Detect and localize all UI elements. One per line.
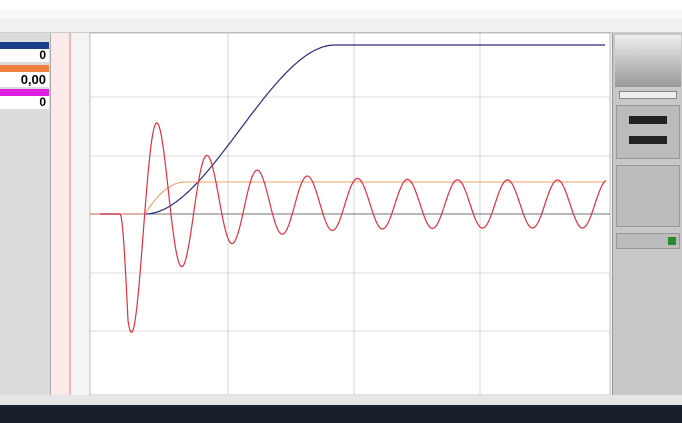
display-1[interactable]: 0 <box>0 42 49 62</box>
button[interactable] <box>619 91 677 99</box>
display-value: 0,00 <box>0 72 49 87</box>
blue-curve <box>90 44 605 215</box>
display-2[interactable]: 0,00 <box>0 65 49 87</box>
axis <box>71 33 90 395</box>
start-group[interactable] <box>616 233 680 249</box>
toolbar[interactable] <box>0 19 682 33</box>
control-group <box>616 165 680 227</box>
display-value: 0 <box>0 96 49 109</box>
orange-curve <box>90 181 605 215</box>
side-panel <box>612 33 682 403</box>
display-3[interactable]: 0 <box>0 89 49 109</box>
status-bar <box>0 395 682 405</box>
display-value: 0 <box>0 49 49 62</box>
title-bar <box>0 0 682 10</box>
red-axis <box>51 33 71 395</box>
taskbar[interactable] <box>0 405 682 423</box>
settings-group <box>616 105 680 159</box>
menu-bar[interactable] <box>0 10 682 19</box>
device-image <box>615 35 681 87</box>
red-curve <box>100 122 607 333</box>
